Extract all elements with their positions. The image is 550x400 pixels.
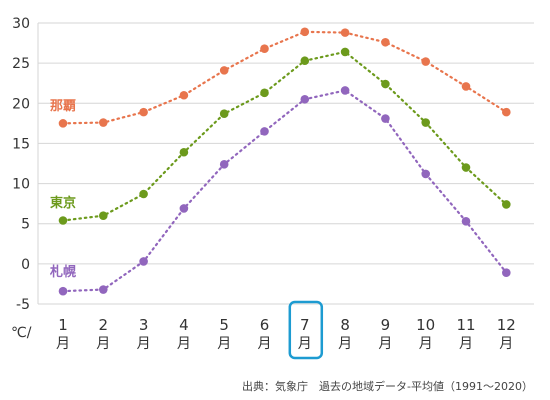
data-point <box>461 82 471 91</box>
data-point <box>381 114 390 123</box>
data-point <box>219 66 229 75</box>
x-tick-unit: 月 <box>258 336 272 352</box>
y-tick-label: 30 <box>12 16 30 32</box>
x-tick-unit: 月 <box>177 336 191 352</box>
series-label: 那覇 <box>50 99 76 114</box>
x-tick-number: 5 <box>219 316 229 334</box>
x-tick-unit: 月 <box>338 336 352 352</box>
x-tick-unit: 月 <box>459 336 473 352</box>
series-line-2 <box>61 50 508 222</box>
y-tick-label: 20 <box>12 96 30 112</box>
data-point <box>340 28 350 37</box>
data-point <box>260 127 269 136</box>
data-point <box>58 216 68 225</box>
data-point <box>421 57 431 66</box>
x-tick-number: 4 <box>179 316 189 334</box>
series-line-1 <box>61 30 508 125</box>
data-point <box>300 56 310 66</box>
data-point <box>461 217 471 226</box>
data-point <box>502 268 511 277</box>
x-tick-number: 2 <box>99 316 109 334</box>
y-tick-label: 5 <box>21 217 30 233</box>
data-point <box>340 47 350 57</box>
y-tick-label: 0 <box>21 257 30 273</box>
y-axis-unit-label: ℃/ <box>11 325 32 341</box>
data-point <box>99 285 108 294</box>
data-point <box>300 27 310 37</box>
series-label: 東京 <box>50 195 76 211</box>
y-tick-label: 15 <box>12 136 30 152</box>
data-point <box>381 79 390 89</box>
x-tick-unit: 月 <box>137 336 151 352</box>
data-point <box>99 211 108 220</box>
x-tick-number: 12 <box>497 316 516 334</box>
x-tick-unit: 月 <box>298 336 312 352</box>
x-tick-unit: 月 <box>56 336 70 352</box>
data-point <box>260 88 269 98</box>
x-tick-number: 11 <box>456 316 475 334</box>
data-point <box>179 204 189 213</box>
data-point <box>219 160 229 169</box>
data-point <box>58 119 68 128</box>
x-tick-number: 3 <box>139 316 149 334</box>
highlighted-month-box <box>288 300 324 360</box>
data-point <box>58 286 68 296</box>
x-tick-number: 9 <box>381 316 391 334</box>
x-tick-unit: 月 <box>378 336 392 352</box>
data-point <box>502 107 511 117</box>
data-point <box>502 200 511 209</box>
data-point <box>461 163 471 172</box>
y-tick-label: 25 <box>12 56 30 72</box>
data-point <box>139 107 148 117</box>
data-point <box>381 37 390 47</box>
data-point <box>421 118 431 127</box>
x-tick-unit: 月 <box>217 336 231 352</box>
data-point <box>139 257 148 266</box>
data-point <box>179 147 189 157</box>
data-point <box>421 169 431 179</box>
data-point <box>139 189 148 199</box>
x-tick-number: 1 <box>58 316 68 334</box>
y-tick-label: 10 <box>12 177 30 193</box>
y-tick-label: -5 <box>16 297 30 313</box>
data-point <box>300 94 310 104</box>
x-tick-unit: 月 <box>96 336 110 352</box>
source-note: 出典：気象庁 過去の地域データ-平均値（1991～2020） <box>242 379 533 393</box>
x-tick-unit: 月 <box>419 336 433 352</box>
x-tick-number: 6 <box>260 316 270 334</box>
data-point <box>179 90 189 100</box>
x-tick-number: 8 <box>340 316 350 334</box>
data-point <box>340 86 350 95</box>
data-point <box>260 44 269 53</box>
data-point <box>99 118 108 127</box>
x-tick-unit: 月 <box>499 336 513 352</box>
series-line-3 <box>61 89 508 293</box>
data-point <box>219 109 229 119</box>
x-tick-number: 7 <box>300 316 310 334</box>
x-tick-number: 10 <box>416 316 435 334</box>
series-label: 札幌 <box>49 264 76 280</box>
